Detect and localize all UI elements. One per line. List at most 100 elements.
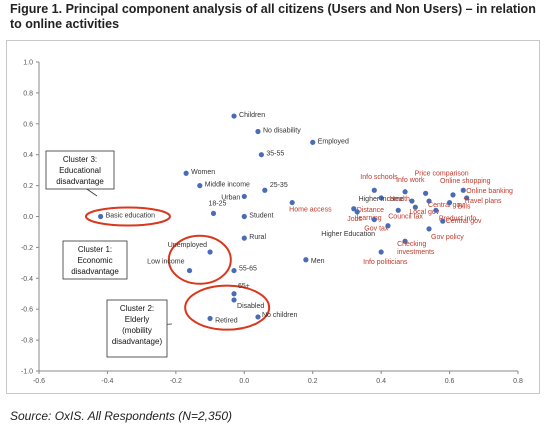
data-point [351,206,357,212]
point-label-line: Distance [357,207,384,214]
point-label: Retired [215,317,238,324]
point-label: Bills [458,204,471,211]
y-tick-label: -1.0 [21,369,33,376]
data-point [241,213,247,220]
point-label: Unemployed [168,242,207,249]
data-point [231,113,237,119]
data-point [241,235,247,241]
point-label: Info work [396,177,425,184]
callout-line: (mobility [122,326,152,335]
scatter-points: Children No disability Employed 35-55 Women M… [97,112,513,324]
point-label: Rural [249,234,266,241]
cluster-ellipse [184,284,271,331]
point-label: Higher Education [321,231,375,238]
x-tick-label: 0.0 [239,378,249,385]
data-point [231,267,237,274]
cluster-ellipse [167,234,232,285]
point-label: Online shopping [440,178,491,185]
data-point [255,314,261,320]
y-tick-label: 0.0 [23,214,33,221]
point-label: Employed [318,138,349,145]
data-point [289,199,295,206]
point-label: Disabled [237,303,264,310]
point-label: No disability [263,128,301,135]
callout-text: Cluster 3: Educational disadvantage [56,155,104,186]
point-label-line: learning [357,215,382,222]
data-point [354,209,360,215]
point-label: Online banking [466,188,513,195]
point-label: Jobs [347,216,362,223]
point-label-line: investments [397,249,435,256]
point-label: Travel plans [464,198,502,205]
point-label-line: Checking [397,241,426,248]
point-label: 25-35 [270,182,288,189]
point-label: 18-25 [208,200,226,207]
cluster-callout: Cluster 1: Economic disadvantage [62,240,128,280]
point-label: Central gov [428,202,464,209]
callout-box [106,299,168,358]
callout-line: Economic [77,256,112,265]
point-label: Student [249,213,273,220]
point-label: Gov tax [364,226,389,233]
point-label: No children [262,312,298,319]
cluster-callout: Cluster 3: Educational disadvantage [45,150,115,197]
point-label: Gov policy [431,234,464,241]
data-point [423,190,429,196]
y-tick-label: -0.8 [21,338,33,345]
data-point [426,198,432,204]
callout-line: disadvantage [56,177,104,186]
data-point [186,267,193,274]
point-label: 55-65 [239,266,257,273]
data-point [371,187,377,193]
data-point [446,199,453,206]
data-point [207,315,213,322]
y-tick-label: -0.4 [21,276,33,283]
y-tick-label: 0.2 [23,183,33,190]
point-label: Women [191,169,215,176]
data-point [412,204,418,210]
data-point [464,195,470,201]
point-label: Urban [221,194,240,201]
data-point [395,207,401,213]
cluster-ellipse [84,206,171,227]
data-point [378,195,384,201]
cluster-callout: Cluster 2: Elderly (mobility disadvantage) [106,299,173,358]
point-label: Children [239,112,265,119]
y-tick-label: 0.6 [23,121,33,128]
point-label: Central gov [446,218,482,225]
callout-line: Educational [59,166,101,175]
callout-box [62,240,128,280]
pca-scatter-plot: 1.00.80.60.40.20.0-0.2-0.4-0.6-0.8-1.0-0… [21,60,523,386]
point-label: Info politicians [363,259,408,266]
callout-line: disadvantage [71,267,119,276]
axes: 1.00.80.60.40.20.0-0.2-0.4-0.6-0.8-1.0-0… [21,60,523,386]
data-point [385,223,391,229]
cluster-callouts: Cluster 3: Educational disadvantageCluster… [45,150,271,358]
point-label: Local gov [409,209,439,216]
data-point [426,226,432,232]
data-point [402,189,408,195]
data-point [197,183,203,189]
point-label: Council tax [388,213,423,220]
x-tick-label: -0.6 [33,378,45,385]
callout-box [45,150,115,190]
data-point [450,192,456,198]
callout-pointer [86,188,98,197]
data-point [241,193,247,200]
point-label: Product info [439,215,476,222]
callout-text: Cluster 1: Economic disadvantage [71,245,119,276]
data-point [231,297,237,303]
point-label: 35-55 [266,151,284,158]
data-point [378,249,384,255]
x-tick-label: 0.6 [445,378,455,385]
point-label: Price comparison [415,170,469,177]
data-point [231,291,237,297]
point-label: Info schools [360,174,398,181]
data-point [433,207,439,213]
point-label: Checking investments [397,241,435,256]
data-point [258,152,264,158]
data-point [183,170,189,176]
y-tick-label: -0.2 [21,245,33,252]
x-tick-label: 0.2 [308,378,318,385]
y-tick-label: 0.8 [23,90,33,97]
